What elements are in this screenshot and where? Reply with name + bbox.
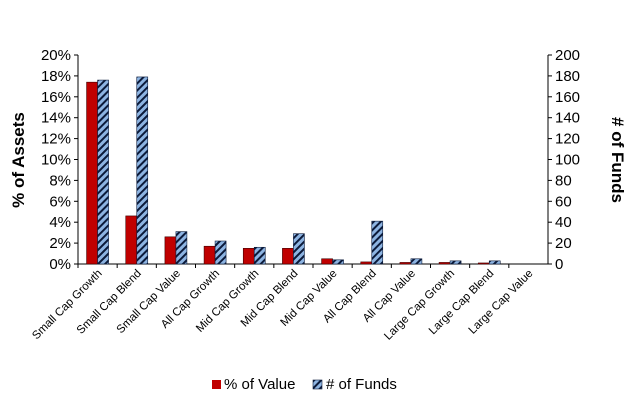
bar-funds: [371, 220, 384, 265]
bar-funds: [97, 79, 109, 265]
right-y-axis-title: # of Funds: [608, 117, 627, 203]
left-y-tick-label: 20%: [41, 47, 71, 64]
right-y-tick-label: 40: [555, 214, 572, 231]
right-y-tick-label: 60: [555, 193, 572, 210]
left-y-tick-label: 8%: [49, 172, 71, 189]
bar-funds: [136, 76, 149, 265]
bar-value: [282, 248, 294, 265]
right-y-tick-label: 140: [555, 110, 580, 127]
bar-funds: [253, 246, 266, 265]
right-y-tick-labels: 0 20 40 60 80 100 120 140 160 180 200: [548, 47, 580, 273]
bar-value: [164, 236, 177, 265]
bar-value: [399, 262, 412, 265]
right-y-tick-label: 180: [555, 68, 580, 85]
right-y-tick-label: 80: [555, 172, 572, 189]
legend-swatch-funds: [312, 379, 323, 390]
legend-label-value: % of Value: [224, 376, 295, 393]
chart-axes: [77, 55, 549, 265]
left-y-tick-labels: 0% 2% 4% 6% 8% 10% 12% 14% 16% 18% 20%: [41, 47, 78, 273]
bar-funds: [410, 258, 423, 265]
left-y-tick-label: 12%: [41, 131, 71, 148]
bar-value: [242, 248, 255, 265]
right-y-tick-label: 20: [555, 235, 572, 252]
left-y-axis-title: % of Assets: [9, 112, 28, 208]
bar-funds: [175, 231, 188, 265]
right-y-tick-label: 100: [555, 152, 580, 169]
left-y-tick-label: 18%: [41, 68, 71, 85]
bar-funds: [214, 240, 227, 265]
left-y-tick-label: 4%: [49, 214, 71, 231]
category-label: Large Cap Growth: [382, 268, 457, 343]
bar-value: [125, 215, 138, 265]
left-y-tick-label: 0%: [49, 256, 71, 273]
bar-funds: [293, 233, 305, 265]
bar-value: [203, 245, 216, 265]
right-y-tick-label: 200: [555, 47, 580, 64]
legend-swatch-value: [212, 380, 221, 389]
bar-value: [438, 262, 451, 265]
bar-value: [477, 262, 490, 265]
bar-value: [86, 81, 98, 265]
left-y-tick-label: 2%: [49, 235, 71, 252]
category-label: Small Cap Growth: [30, 268, 104, 342]
left-y-tick-label: 6%: [49, 193, 71, 210]
legend: % of Value # of Funds: [212, 376, 397, 393]
bar-funds: [332, 259, 344, 265]
left-y-tick-label: 10%: [41, 152, 71, 169]
bar-funds: [488, 260, 501, 265]
bar-value: [321, 258, 333, 265]
left-y-tick-label: 16%: [41, 89, 71, 106]
left-y-tick-label: 14%: [41, 110, 71, 127]
bar-value: [360, 261, 373, 265]
bars: [77, 76, 510, 268]
right-y-tick-label: 120: [555, 131, 580, 148]
right-y-tick-label: 160: [555, 89, 580, 106]
legend-label-funds: # of Funds: [326, 376, 397, 393]
bar-funds: [449, 260, 462, 265]
right-y-tick-label: 0: [555, 256, 563, 273]
